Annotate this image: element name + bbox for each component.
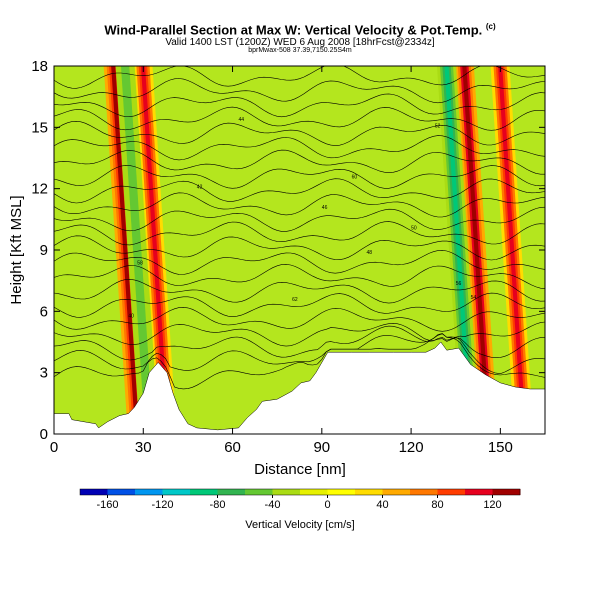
y-tick-label-0: 0	[40, 426, 48, 443]
contour-label-7: 54	[471, 295, 477, 301]
theta-contour-8	[54, 249, 545, 275]
theta-contour-21	[54, 66, 545, 89]
y-tick-label-4: 12	[31, 181, 48, 198]
contour-label-1: 42	[197, 185, 203, 191]
theta-contour-3	[54, 321, 545, 347]
colorbar-swatch-2	[135, 489, 163, 495]
y-tick-label-2: 6	[40, 303, 48, 320]
colorbar-tick-label-5: 40	[376, 499, 388, 511]
theta-contour-12	[54, 192, 545, 218]
colorbar-swatch-11	[382, 489, 411, 495]
x-tick-label-0: 0	[50, 439, 58, 456]
colorbar: -160 -120 -80 -40 0 40 80 120	[79, 488, 521, 511]
colorbar-tick-label-2: -80	[210, 499, 226, 511]
axes: 0 30 60 90 120 150 0 3 6 9 12 15 18	[31, 58, 545, 456]
theta-contour-6	[54, 278, 545, 304]
x-tick-label-1: 30	[135, 439, 152, 456]
y-tick-label-6: 18	[31, 58, 48, 75]
colorbar-swatch-12	[410, 489, 438, 495]
theta-contour-4	[54, 306, 545, 332]
theta-contour-18	[54, 106, 545, 131]
theta-contour-5	[54, 292, 545, 318]
y-tick-label-5: 15	[31, 119, 48, 136]
colorbar-tick-label-4: 0	[324, 499, 330, 511]
colorbar-frame	[79, 488, 521, 496]
colorbar-swatch-8	[300, 489, 328, 495]
terrain-mask	[54, 341, 545, 434]
theta-contour-16	[54, 135, 545, 161]
contour-label-11: 62	[292, 297, 298, 303]
theta-contour-13	[54, 178, 545, 204]
updraft-band-0-3	[111, 66, 140, 434]
contour-label-2: 44	[239, 117, 245, 123]
colorbar-swatch-1	[107, 489, 136, 495]
theta-contour-11	[54, 206, 545, 232]
velocity-bands	[103, 66, 534, 434]
theta-contours: 40 42 44 46 48 50 52 54 56 58 60 62	[54, 66, 545, 390]
x-tick-label-4: 120	[399, 439, 424, 456]
contour-label-4: 48	[367, 250, 373, 256]
y-tick-label-1: 3	[40, 365, 48, 382]
y-tick-label-3: 9	[40, 242, 48, 259]
theta-contour-9	[54, 235, 545, 261]
x-tick-label-5: 150	[488, 439, 513, 456]
colorbar-swatch-15	[492, 489, 521, 495]
theta-contour-15	[54, 149, 545, 175]
downdraft-band-1-3	[444, 66, 473, 434]
chart-title: Wind-Parallel Section at Max W: Vertical…	[104, 22, 496, 38]
colorbar-swatch-3	[162, 489, 191, 495]
contour-label-9: 58	[137, 260, 143, 266]
theta-contour-1	[54, 333, 545, 375]
colorbar-swatch-9	[327, 489, 356, 495]
contour-label-6: 52	[435, 123, 441, 129]
theta-contour-17	[54, 120, 545, 146]
colorbar-tick-label-7: 120	[483, 499, 501, 511]
colorbar-swatch-14	[465, 489, 493, 495]
theta-contour-14	[54, 165, 545, 189]
x-tick-label-2: 60	[224, 439, 241, 456]
contour-label-10: 60	[352, 174, 358, 180]
theta-contour-20	[54, 78, 545, 104]
colorbar-tick-label-0: -160	[96, 499, 118, 511]
colorbar-swatch-0	[80, 489, 108, 495]
chart-info-line: bprMwax-508 37.39,7150.25S4m	[248, 47, 352, 54]
x-axis-title: Distance [nm]	[254, 461, 346, 478]
x-tick-label-3: 90	[313, 439, 330, 456]
colorbar-tick-label-3: -40	[265, 499, 281, 511]
theta-contour-0	[54, 333, 545, 390]
contour-label-8: 56	[456, 281, 462, 287]
colorbar-swatch-10	[355, 489, 383, 495]
contour-label-0: 40	[128, 314, 134, 320]
colorbar-swatch-7	[272, 489, 301, 495]
updraft-band-2-3	[462, 66, 491, 434]
y-axis-title: Height [Kft MSL]	[8, 195, 25, 304]
colorbar-tick-label-6: 80	[431, 499, 443, 511]
contour-label-5: 50	[411, 226, 417, 232]
colorbar-swatch-6	[245, 489, 273, 495]
colorbar-tick-label-1: -120	[151, 499, 173, 511]
updraft-band-3-3	[497, 66, 527, 434]
theta-contour-10	[54, 221, 545, 246]
colorbar-title: Vertical Velocity [cm/s]	[245, 519, 354, 531]
contour-label-3: 46	[322, 205, 328, 211]
theta-contour-7	[54, 263, 545, 289]
chart-subtitle: Valid 1400 LST (1200Z) WED 6 Aug 2008 [1…	[165, 37, 435, 48]
theta-contour-19	[54, 92, 545, 118]
colorbar-swatch-4	[190, 489, 218, 495]
theta-contour-2	[54, 325, 545, 361]
colorbar-swatch-5	[217, 489, 246, 495]
colorbar-swatch-13	[437, 489, 466, 495]
plot-area: 40 42 44 46 48 50 52 54 56 58 60 62	[54, 66, 545, 434]
